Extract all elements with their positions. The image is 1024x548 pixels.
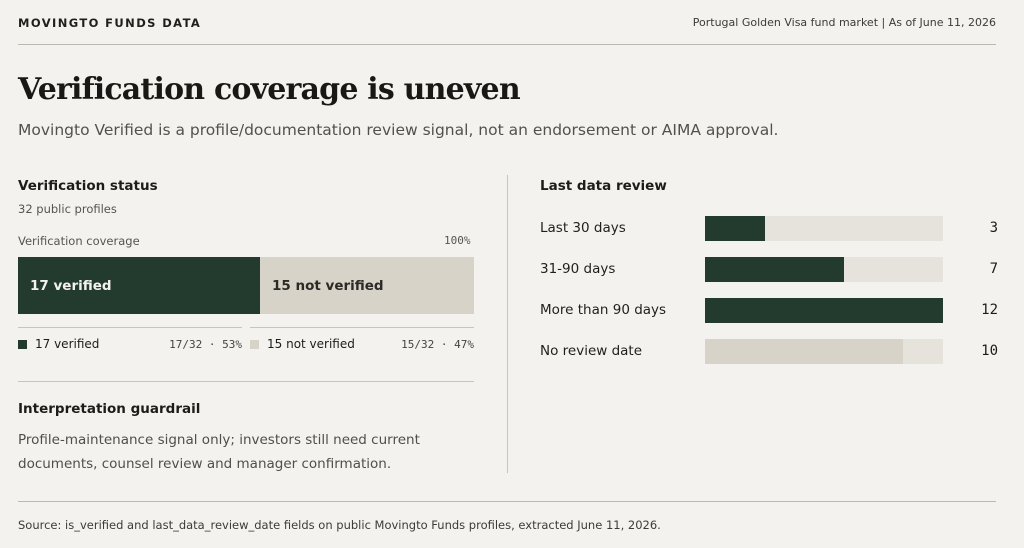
- guardrail-body: Profile-maintenance signal only; investo…: [18, 432, 420, 472]
- panel-divider: [507, 175, 508, 473]
- bottom-divider: [18, 501, 996, 502]
- review-row-last-30-days: Last 30 days 3: [540, 216, 998, 241]
- verified-segment: 17 verified: [18, 257, 260, 314]
- review-bar-track: [705, 216, 943, 241]
- legend-stat-verified: 17/32 · 53%: [169, 338, 242, 351]
- guardrail-heading: Interpretation guardrail: [18, 401, 201, 417]
- verified-swatch: [18, 339, 27, 349]
- coverage-total: 100%: [444, 234, 471, 247]
- verification-stacked-bar: 17 verified 15 not verified: [18, 257, 474, 314]
- legend-stat-not-verified: 15/32 · 47%: [401, 338, 474, 351]
- review-row-more-than-90-days: More than 90 days 12: [540, 298, 998, 323]
- review-row-no-review-date: No review date 10: [540, 339, 998, 364]
- legend-label-verified: 17 verified: [35, 337, 100, 351]
- source-note: Source: is_verified and last_data_review…: [18, 518, 661, 532]
- review-heading: Last data review: [540, 178, 667, 194]
- review-bar: [705, 257, 844, 282]
- review-row-31-90-days: 31-90 days 7: [540, 257, 998, 282]
- review-bar-track: [705, 257, 943, 282]
- review-value: 12: [981, 302, 998, 318]
- coverage-label: Verification coverage: [18, 234, 140, 248]
- not-verified-swatch: [250, 339, 259, 349]
- review-value: 10: [981, 343, 998, 359]
- page-subtitle: Movingto Verified is a profile/documenta…: [18, 121, 779, 139]
- dataset-meta: Portugal Golden Visa fund market | As of…: [692, 16, 996, 29]
- legend-divider-not-verified: [250, 327, 474, 328]
- review-value: 3: [989, 220, 998, 236]
- review-value: 7: [989, 261, 998, 277]
- section-divider: [18, 381, 474, 382]
- top-divider: [18, 44, 996, 45]
- legend-label-not-verified: 15 not verified: [267, 337, 355, 351]
- legend-divider-verified: [18, 327, 242, 328]
- review-label: No review date: [540, 343, 643, 359]
- review-bar-track: [705, 339, 943, 364]
- review-label: 31-90 days: [540, 261, 616, 277]
- page-title: Verification coverage is uneven: [18, 72, 521, 107]
- brand: MOVINGTO FUNDS DATA: [18, 16, 202, 30]
- verification-heading: Verification status: [18, 178, 158, 194]
- profiles-note: 32 public profiles: [18, 202, 117, 216]
- review-bar-track: [705, 298, 943, 323]
- review-bar: [705, 216, 765, 241]
- review-label: Last 30 days: [540, 220, 626, 236]
- legend-item-not-verified: 15 not verified: [250, 337, 355, 351]
- review-label: More than 90 days: [540, 302, 667, 318]
- review-bar: [705, 339, 903, 364]
- not-verified-segment: 15 not verified: [260, 257, 474, 314]
- legend-item-verified: 17 verified: [18, 337, 99, 351]
- review-bar: [705, 298, 943, 323]
